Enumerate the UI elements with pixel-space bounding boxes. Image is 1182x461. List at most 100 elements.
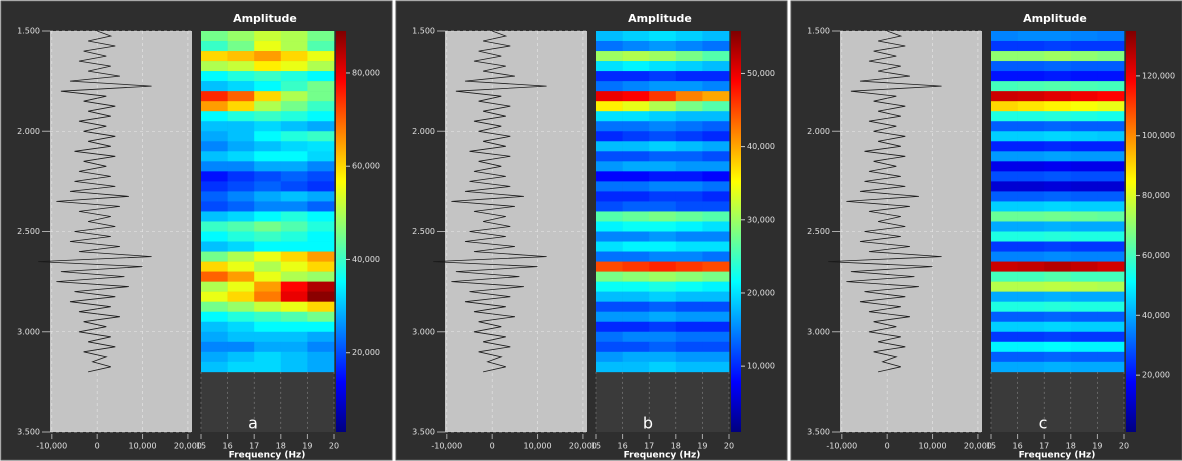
heatmap-cell bbox=[201, 111, 228, 122]
heatmap-cell bbox=[702, 161, 730, 172]
heatmap-cell bbox=[991, 121, 1018, 132]
heatmap-cell bbox=[702, 131, 730, 142]
heatmap-cell bbox=[675, 111, 703, 122]
heatmap-cell bbox=[280, 281, 308, 292]
heatmap-cell bbox=[991, 251, 1018, 262]
panel-letter: b bbox=[643, 414, 653, 433]
heatmap-cell bbox=[702, 81, 730, 92]
heatmap-cell bbox=[649, 351, 677, 363]
trace-area bbox=[445, 31, 587, 432]
heatmap-cell bbox=[1044, 321, 1072, 333]
x-tick-label: 17 bbox=[1039, 442, 1049, 451]
heatmap-cell bbox=[1044, 311, 1072, 323]
heatmap-cell bbox=[254, 121, 282, 132]
heatmap-cell bbox=[622, 131, 650, 142]
x-tick-label: 20,000 bbox=[964, 442, 992, 451]
heatmap-cell bbox=[307, 361, 335, 373]
heatmap-cell bbox=[1070, 71, 1098, 82]
heatmap-cell bbox=[622, 241, 650, 252]
heatmap-cell bbox=[1070, 211, 1098, 222]
heatmap-cell bbox=[1017, 281, 1045, 292]
heatmap-cell bbox=[1097, 121, 1125, 132]
heatmap-cell bbox=[254, 281, 282, 292]
heatmap-cell bbox=[254, 171, 282, 182]
heatmap-cell bbox=[991, 131, 1018, 142]
heatmap-cell bbox=[307, 51, 335, 62]
heatmap-cell bbox=[227, 201, 255, 212]
heatmap-cell bbox=[307, 221, 335, 232]
heatmap-cell bbox=[1044, 81, 1072, 92]
heatmap-cell bbox=[1017, 271, 1045, 282]
heatmap-cell bbox=[1044, 41, 1072, 52]
heatmap-cell bbox=[227, 81, 255, 92]
x-tick-label: 18 bbox=[1066, 442, 1076, 451]
heatmap-cell bbox=[307, 291, 335, 302]
heatmap-cell bbox=[307, 181, 335, 192]
heatmap-cell bbox=[227, 51, 255, 62]
heatmap-cell bbox=[1070, 181, 1098, 192]
heatmap-cell bbox=[254, 361, 282, 373]
x-tick-label: 17 bbox=[644, 442, 654, 451]
heatmap-cell bbox=[307, 81, 335, 92]
heatmap-cell bbox=[254, 81, 282, 92]
y-tick-label: 1.500 bbox=[17, 27, 40, 36]
y-tick-label: 1.500 bbox=[412, 27, 435, 36]
x-tick-label: -10,000 bbox=[36, 442, 67, 451]
heatmap-cell bbox=[1070, 271, 1098, 282]
heatmap-cell bbox=[675, 41, 703, 52]
heatmap-cell bbox=[596, 231, 623, 242]
heatmap-cell bbox=[201, 131, 228, 142]
heatmap-cell bbox=[1097, 201, 1125, 212]
heatmap-cell bbox=[307, 131, 335, 142]
heatmap-cell bbox=[1044, 291, 1072, 302]
heatmap-cell bbox=[280, 351, 308, 363]
heatmap-cell bbox=[307, 341, 335, 353]
heatmap-cell bbox=[702, 121, 730, 132]
heatmap-cell bbox=[227, 121, 255, 132]
heatmap-cell bbox=[622, 331, 650, 343]
heatmap-cell bbox=[1097, 211, 1125, 222]
heatmap-cell bbox=[201, 201, 228, 212]
heatmap-cell bbox=[596, 181, 623, 192]
heatmap-cell bbox=[201, 151, 228, 162]
heatmap-cell bbox=[1044, 151, 1072, 162]
x-tick-label: 20 bbox=[724, 442, 734, 451]
heatmap-cell bbox=[622, 31, 650, 42]
heatmap-cell bbox=[1097, 301, 1125, 312]
heatmap-cell bbox=[675, 181, 703, 192]
heatmap-cell bbox=[596, 331, 623, 343]
heatmap-cell bbox=[622, 141, 650, 152]
heatmap-cell bbox=[1017, 291, 1045, 302]
heatmap-cell bbox=[201, 51, 228, 62]
heatmap-cell bbox=[201, 121, 228, 132]
heatmap-cell bbox=[702, 241, 730, 252]
heatmap-cell bbox=[1017, 161, 1045, 172]
heatmap-cell bbox=[280, 51, 308, 62]
heatmap-cell bbox=[649, 321, 677, 333]
heatmap-cell bbox=[622, 121, 650, 132]
heatmap-cell bbox=[201, 341, 228, 353]
heatmap-cell bbox=[254, 241, 282, 252]
heatmap-cell bbox=[1017, 71, 1045, 82]
colorbar-tick-label: 120,000 bbox=[1142, 71, 1175, 80]
heatmap-cell bbox=[702, 71, 730, 82]
heatmap-cell bbox=[702, 91, 730, 102]
heatmap-cell bbox=[254, 71, 282, 82]
heatmap-cell bbox=[675, 71, 703, 82]
heatmap-cell bbox=[675, 261, 703, 272]
heatmap-cell bbox=[622, 211, 650, 222]
heatmap-cell bbox=[702, 351, 730, 363]
heatmap-cell bbox=[1017, 321, 1045, 333]
heatmap-cell bbox=[227, 101, 255, 112]
heatmap-cell bbox=[596, 211, 623, 222]
heatmap-cell bbox=[280, 181, 308, 192]
heatmap-cell bbox=[991, 41, 1018, 52]
heatmap-cell bbox=[702, 201, 730, 212]
heatmap-cell bbox=[622, 221, 650, 232]
heatmap-cell bbox=[307, 91, 335, 102]
heatmap-cell bbox=[201, 301, 228, 312]
heatmap-cell bbox=[254, 341, 282, 353]
heatmap-cell bbox=[1097, 161, 1125, 172]
heatmap-cell bbox=[1017, 211, 1045, 222]
heatmap-cell bbox=[649, 171, 677, 182]
